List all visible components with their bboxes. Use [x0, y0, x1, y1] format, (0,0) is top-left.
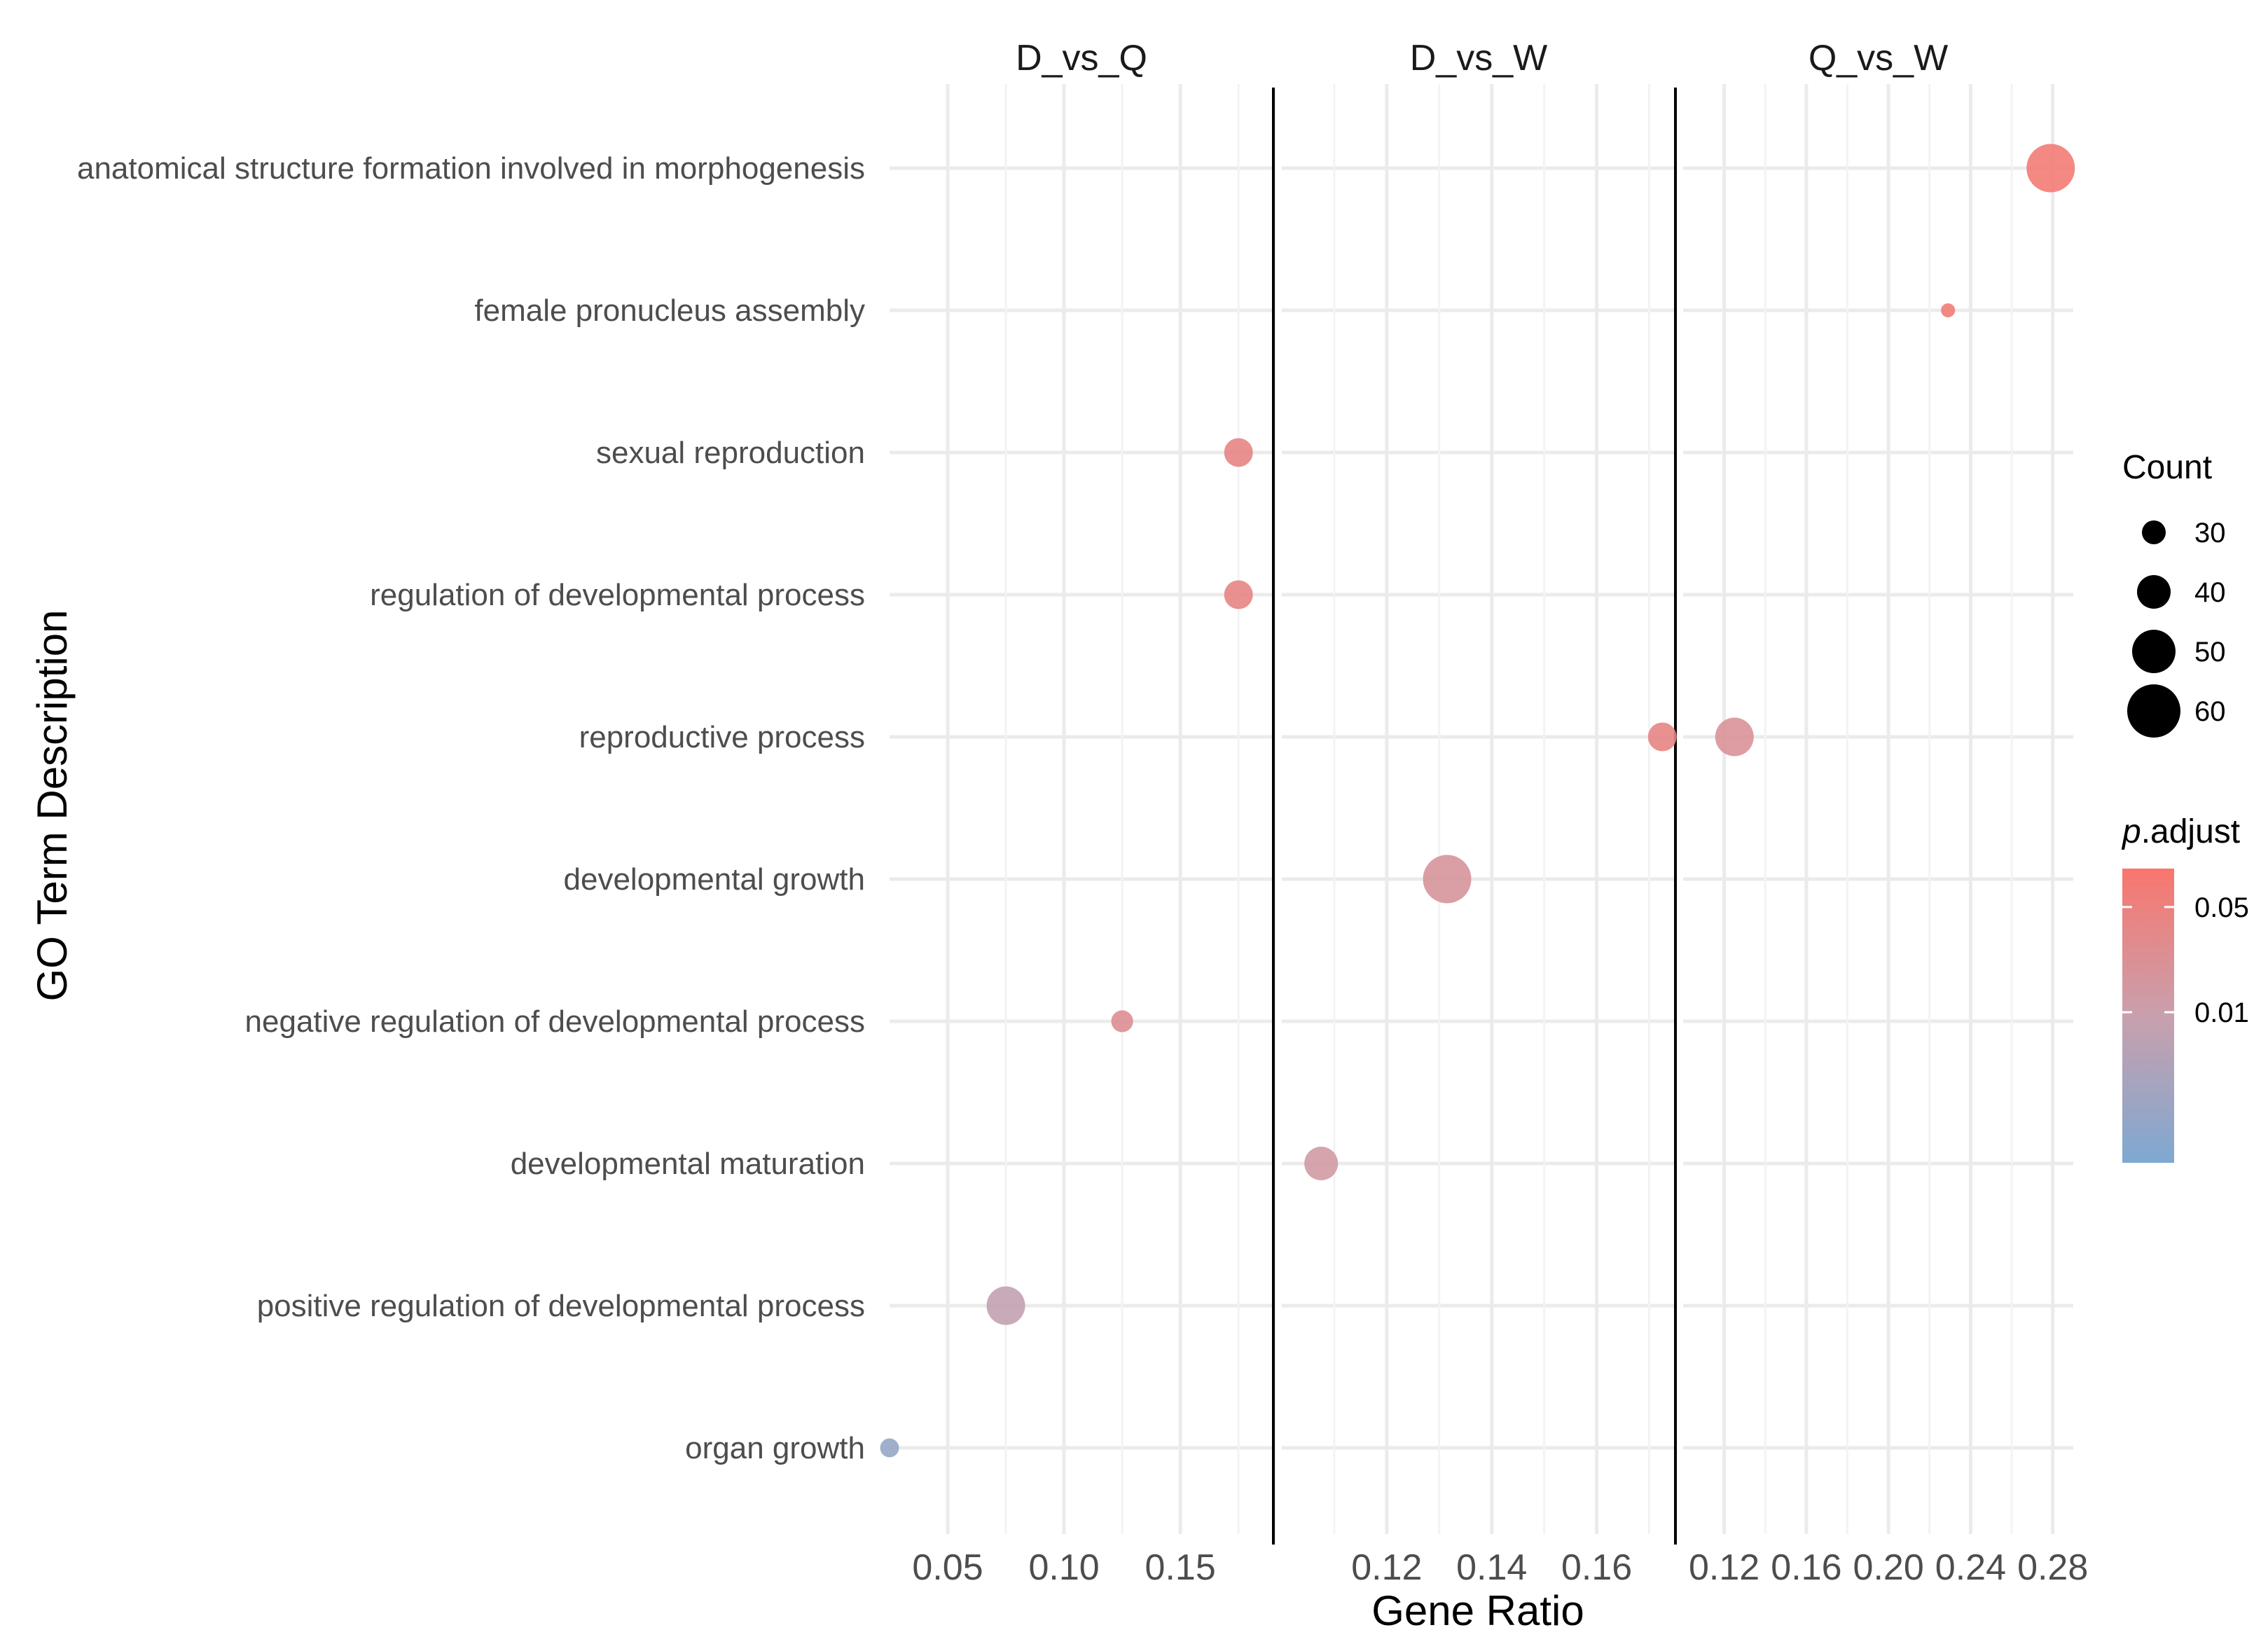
x-tick-label: 0.05 — [912, 1547, 983, 1588]
data-point — [1941, 303, 1956, 317]
size-legend-key — [2132, 630, 2176, 673]
color-legend-title-italic: p — [2121, 813, 2141, 850]
data-point — [1647, 722, 1677, 752]
term-label: negative regulation of developmental pro… — [245, 1004, 865, 1039]
x-tick-label: 0.16 — [1771, 1547, 1841, 1588]
x-tick-label: 0.15 — [1145, 1547, 1216, 1588]
term-label: female pronucleus assembly — [474, 293, 865, 328]
term-label: organ growth — [685, 1431, 865, 1465]
size-legend-key — [2142, 520, 2166, 544]
size-legend-key — [2137, 575, 2171, 609]
term-label: anatomical structure formation involved … — [77, 151, 865, 186]
size-legend-title: Count — [2122, 449, 2212, 486]
color-legend: p.adjust 0.05 0.01 — [2121, 813, 2249, 1163]
gridlines — [890, 84, 2073, 1534]
x-axis-tick-labels: 0.05 0.10 0.15 0.12 0.14 0.16 0.12 0.16 0.20 0.24… — [912, 1547, 2088, 1588]
color-legend-bar — [2122, 869, 2174, 1163]
color-legend-label: 0.01 — [2194, 997, 2249, 1028]
color-legend-title: p.adjust — [2121, 813, 2240, 850]
data-point — [880, 1438, 899, 1458]
size-legend-label: 60 — [2194, 696, 2226, 727]
y-axis-tick-labels: anatomical structure formation involved … — [77, 151, 865, 1465]
x-tick-label: 0.12 — [1351, 1547, 1422, 1588]
color-legend-label: 0.05 — [2194, 892, 2249, 923]
x-tick-label: 0.20 — [1853, 1547, 1924, 1588]
facet-title: D_vs_Q — [1016, 38, 1147, 78]
data-points — [880, 144, 2075, 1458]
x-tick-label: 0.12 — [1689, 1547, 1759, 1588]
term-label: sexual reproduction — [596, 436, 865, 470]
x-tick-label: 0.10 — [1028, 1547, 1099, 1588]
data-point — [1423, 855, 1472, 904]
x-tick-label: 0.24 — [1935, 1547, 2006, 1588]
x-tick-label: 0.14 — [1456, 1547, 1527, 1588]
x-tick-label: 0.28 — [2017, 1547, 2088, 1588]
size-legend-label: 50 — [2194, 637, 2226, 668]
size-legend-key — [2127, 684, 2180, 738]
data-point — [1224, 438, 1253, 467]
facet-title: D_vs_W — [1410, 38, 1547, 78]
size-legend-label: 40 — [2194, 577, 2226, 608]
size-legend: Count 30 40 50 60 — [2122, 449, 2226, 738]
x-axis-title: Gene Ratio — [1371, 1587, 1584, 1634]
x-tick-label: 0.16 — [1561, 1547, 1632, 1588]
size-legend-label: 30 — [2194, 518, 2226, 548]
facet-title: Q_vs_W — [1809, 38, 1948, 78]
term-label: developmental maturation — [511, 1147, 865, 1181]
data-point — [1224, 580, 1253, 609]
data-point — [986, 1286, 1025, 1325]
term-label: developmental growth — [564, 862, 865, 897]
term-label: reproductive process — [579, 720, 865, 754]
data-point — [1304, 1147, 1339, 1180]
term-label: positive regulation of developmental pro… — [257, 1289, 865, 1323]
facet-titles: D_vs_Q D_vs_W Q_vs_W — [1016, 38, 1948, 78]
data-point — [1715, 717, 1754, 757]
data-point — [2026, 144, 2075, 193]
color-legend-title-rest: .adjust — [2141, 813, 2240, 850]
data-point — [1111, 1010, 1133, 1032]
term-label: regulation of developmental process — [370, 578, 865, 612]
y-axis-title: GO Term Description — [29, 609, 76, 1001]
facet-separators — [1272, 88, 1677, 1545]
